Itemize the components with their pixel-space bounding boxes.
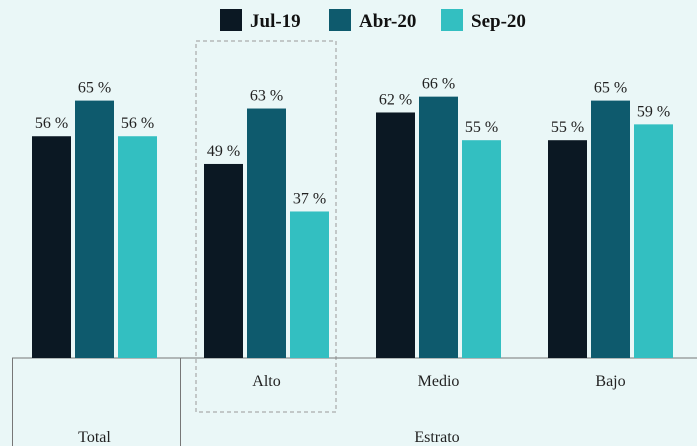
legend-swatch [220, 9, 242, 31]
legend-swatch [329, 9, 351, 31]
value-label: 56 % [35, 115, 68, 132]
value-label: 59 % [637, 103, 670, 120]
category-label: Bajo [595, 373, 625, 390]
highlight-box [195, 40, 337, 413]
bar [118, 136, 157, 358]
legend-label: Abr-20 [359, 11, 416, 32]
bar [419, 96, 458, 358]
value-label: 55 % [465, 119, 498, 136]
category-label: Alto [252, 373, 280, 390]
bar [247, 108, 286, 359]
value-label: 65 % [594, 80, 627, 97]
bar [591, 100, 630, 358]
value-label: 65 % [78, 80, 111, 97]
bar [548, 140, 587, 358]
bar [634, 124, 673, 358]
bar [462, 140, 501, 358]
category-label: Total [78, 429, 111, 446]
value-label: 63 % [250, 88, 283, 105]
value-label: 49 % [207, 143, 240, 160]
legend-label: Jul-19 [250, 11, 301, 32]
bar [75, 100, 114, 358]
value-label: 66 % [422, 76, 455, 93]
group-label: Estrato [414, 429, 459, 446]
value-label: 62 % [379, 91, 412, 108]
legend-label: Sep-20 [471, 11, 526, 32]
bar [376, 112, 415, 358]
bar [204, 163, 243, 358]
value-label: 56 % [121, 115, 154, 132]
category-label: Medio [418, 373, 460, 390]
bar [32, 136, 71, 358]
value-label: 37 % [293, 190, 326, 207]
legend-swatch [441, 9, 463, 31]
value-label: 55 % [551, 119, 584, 136]
bar [290, 211, 329, 358]
